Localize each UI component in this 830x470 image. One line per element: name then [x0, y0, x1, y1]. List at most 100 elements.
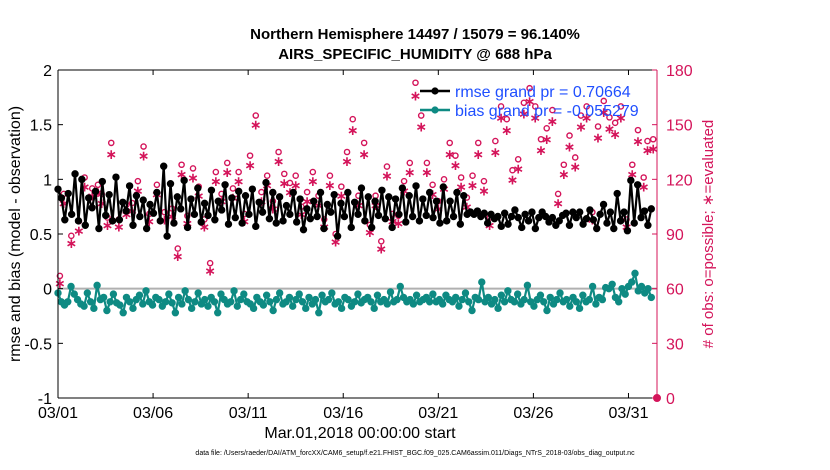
rmse-point — [286, 210, 294, 219]
y-tick-label: 1 — [43, 172, 52, 189]
bias-point — [637, 282, 646, 291]
rmse-point — [344, 188, 352, 197]
y2-tick-label: 150 — [666, 118, 693, 135]
bias-point — [468, 306, 476, 315]
rmse-point — [504, 220, 512, 228]
rmse-point — [555, 217, 563, 225]
bias-point — [553, 295, 561, 304]
obs-possible-marker — [153, 181, 161, 189]
obs-evaluated-marker: ∗ — [324, 178, 336, 194]
obs-evaluated-marker: ∗ — [547, 114, 559, 130]
bias-point — [139, 300, 147, 308]
bias-point — [546, 293, 554, 302]
rmse-point — [102, 211, 110, 220]
obs-possible-marker — [537, 135, 545, 143]
obs-evaluated-marker: ∗ — [105, 147, 117, 163]
rmse-point — [204, 211, 212, 220]
bias-point — [373, 291, 382, 299]
obs-evaluated-marker: ∗ — [65, 236, 77, 252]
rmse-point — [64, 189, 72, 198]
rmse-point — [572, 213, 580, 222]
bias-point — [494, 304, 502, 313]
bias-point — [318, 291, 326, 299]
bias-point — [174, 293, 183, 302]
rmse-point — [245, 210, 253, 219]
rmse-point — [238, 219, 246, 227]
obs-evaluated-marker: ∗ — [632, 134, 644, 150]
rmse-point — [613, 189, 621, 198]
bias-point — [438, 300, 447, 308]
y-axis-label: rmse and bias (model - observation) — [7, 106, 24, 362]
bias-point — [184, 295, 193, 304]
obs-possible-marker — [140, 143, 147, 150]
rmse-point — [453, 188, 461, 197]
bias-point — [64, 298, 72, 306]
rmse-point — [606, 208, 615, 216]
obs-evaluated-marker: ∗ — [410, 89, 422, 105]
rmse-point — [279, 217, 287, 225]
obs-evaluated-marker: ∗ — [221, 165, 233, 181]
rmse-point — [136, 212, 144, 221]
y-tick-label: 2 — [43, 63, 52, 80]
rmse-point — [255, 198, 263, 206]
obs-possible-marker — [440, 176, 448, 183]
bias-point — [328, 289, 336, 297]
obs-evaluated-marker: ∗ — [58, 196, 70, 212]
rmse-point — [350, 198, 359, 206]
rmse-point — [166, 180, 175, 188]
y-tick-label: 0 — [43, 282, 52, 299]
obs-evaluated-marker: ∗ — [307, 174, 319, 190]
rmse-point — [122, 207, 130, 215]
bias-point — [344, 295, 352, 304]
obs-evaluated-marker: ∗ — [278, 176, 290, 192]
bias-point — [425, 298, 434, 306]
rmse-point — [197, 218, 205, 226]
obs-possible-marker — [617, 103, 625, 110]
rmse-point — [436, 219, 444, 227]
rmse-point — [173, 193, 182, 201]
bias-point — [500, 298, 509, 306]
rmse-point — [367, 223, 376, 232]
obs-evaluated-marker: ∗ — [267, 201, 279, 217]
bias-point — [70, 290, 78, 298]
rmse-point — [74, 217, 83, 225]
obs-evaluated-marker: ∗ — [330, 234, 342, 250]
bias-point — [168, 299, 176, 307]
obs-evaluated-marker: ∗ — [592, 130, 604, 146]
rmse-point — [419, 195, 427, 203]
bias-point — [497, 291, 506, 299]
rmse-point — [630, 219, 638, 227]
legend-marker — [431, 106, 439, 114]
rmse-point — [456, 220, 465, 228]
rmse-point — [514, 213, 523, 222]
bias-point — [191, 298, 199, 306]
rmse-point — [84, 194, 93, 202]
obs-possible-marker — [634, 126, 642, 134]
obs-possible-marker — [497, 103, 505, 110]
obs-possible-marker — [309, 168, 317, 176]
rmse-point — [139, 196, 147, 204]
obs-possible-marker — [514, 155, 522, 163]
rmse-point — [303, 205, 311, 213]
rmse-point — [415, 217, 424, 225]
obs-possible-marker — [600, 97, 608, 105]
obs-possible-marker — [360, 139, 368, 147]
bias-point — [572, 298, 581, 306]
obs-possible-marker — [349, 115, 357, 123]
rmse-point — [310, 197, 318, 205]
rmse-point — [593, 224, 601, 233]
y2-tick-label: 120 — [666, 172, 693, 189]
obs-possible-marker — [554, 190, 562, 198]
obs-possible-marker — [275, 148, 282, 156]
rmse-point — [364, 193, 372, 201]
bias-point — [295, 290, 303, 298]
obs-possible-marker — [412, 79, 419, 87]
bias-point — [217, 290, 225, 298]
obs-evaluated-marker: ∗ — [358, 147, 370, 163]
rmse-point — [357, 184, 366, 192]
rmse-point — [480, 209, 488, 217]
obs-possible-marker — [235, 168, 242, 176]
rmse-point — [623, 227, 632, 235]
rmse-point — [518, 223, 526, 232]
rmse-point — [347, 223, 355, 232]
